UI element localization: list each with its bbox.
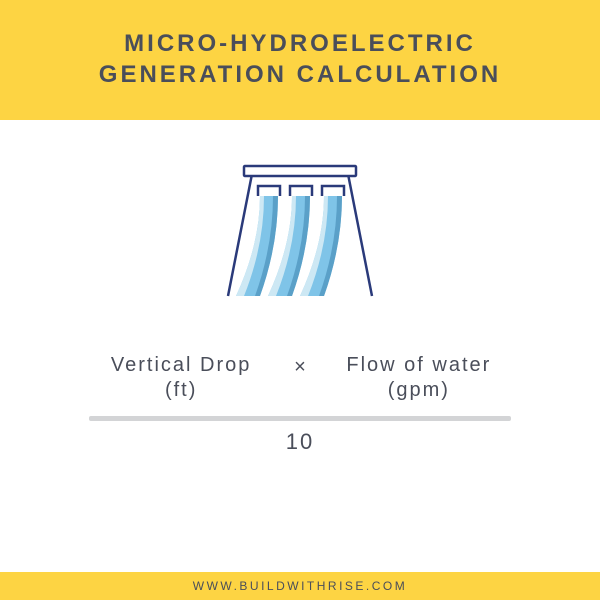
term2-unit: (gpm) <box>324 379 514 402</box>
multiply-operator: × <box>294 352 306 379</box>
dam-icon <box>180 156 420 316</box>
term-vertical-drop: Vertical Drop (ft) <box>86 352 276 402</box>
footer-url: WWW.BUILDWITHRISE.COM <box>0 579 600 593</box>
title-line-1: MICRO-HYDROELECTRIC <box>124 30 476 57</box>
term1-label: Vertical Drop <box>86 352 276 379</box>
dam-diagram <box>0 120 600 334</box>
fraction-bar <box>89 416 511 421</box>
formula-denominator: 10 <box>60 429 540 455</box>
formula-block: Vertical Drop (ft) × Flow of water (gpm)… <box>0 334 600 455</box>
footer-banner: WWW.BUILDWITHRISE.COM <box>0 572 600 600</box>
page-title: MICRO-HYDROELECTRIC GENERATION CALCULATI… <box>20 28 580 90</box>
term-flow-water: Flow of water (gpm) <box>324 352 514 402</box>
term1-unit: (ft) <box>86 379 276 402</box>
title-line-2: GENERATION CALCULATION <box>99 61 501 88</box>
header-banner: MICRO-HYDROELECTRIC GENERATION CALCULATI… <box>0 0 600 120</box>
formula-numerator: Vertical Drop (ft) × Flow of water (gpm) <box>60 352 540 402</box>
term2-label: Flow of water <box>324 352 514 379</box>
